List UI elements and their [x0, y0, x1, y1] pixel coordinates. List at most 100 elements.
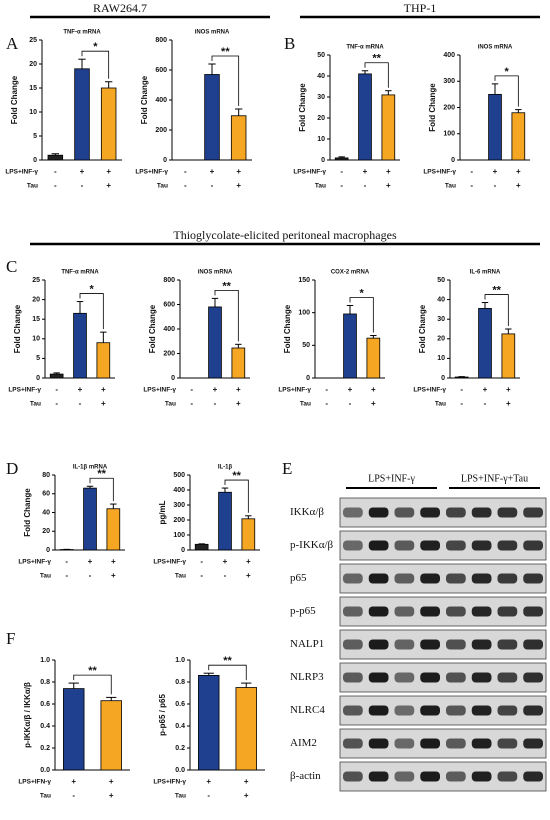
condition-label: Tau: [445, 183, 456, 190]
blot-band: [420, 507, 440, 518]
blot-band: [497, 606, 518, 617]
significance-bracket: [208, 664, 247, 681]
condition-mark: +: [210, 167, 215, 176]
condition-mark: -: [494, 181, 497, 190]
significance-bracket: [89, 477, 114, 502]
y-tick-label: 20: [29, 61, 37, 68]
blot-band: [394, 738, 415, 749]
bar: [194, 543, 209, 551]
blot-label: AIM2: [290, 737, 317, 749]
y-axis-label: Fold Change: [10, 75, 19, 124]
y-tick-label: 0.6: [175, 701, 185, 708]
blot-label: p-IKKα/β: [290, 539, 334, 551]
blot-band: [446, 540, 466, 551]
significance-label: **: [232, 470, 241, 482]
condition-label: LPS+INF-γ: [5, 169, 38, 176]
significance-label: **: [97, 468, 106, 480]
significance-bracket: [214, 289, 239, 342]
blot-band: [497, 507, 518, 518]
condition-mark: -: [460, 385, 463, 394]
significance-label: **: [222, 280, 231, 292]
blot-band: [394, 540, 415, 551]
blot-label: β-actin: [290, 770, 321, 782]
condition-mark: -: [184, 181, 187, 190]
bar: [241, 518, 256, 551]
y-tick-label: 200: [173, 517, 185, 524]
y-tick-label: 40: [42, 509, 50, 516]
y-tick-label: 800: [155, 37, 167, 44]
condition-mark: -: [364, 181, 367, 190]
blot-band: [523, 672, 543, 683]
significance-label: *: [505, 66, 510, 78]
y-tick-label: 10: [437, 355, 445, 362]
blot-band: [523, 705, 543, 716]
blot-label: p65: [290, 572, 307, 584]
blot-band: [343, 540, 363, 551]
bar: [100, 87, 117, 161]
bar: [204, 74, 220, 161]
condition-mark: -: [484, 399, 487, 408]
blot-band: [497, 672, 518, 683]
y-tick-label: 0.0: [40, 767, 50, 774]
y-tick-label: 0.4: [175, 723, 185, 730]
bar: [73, 312, 87, 379]
condition-label: Tau: [40, 793, 51, 800]
condition-label: Tau: [30, 401, 41, 408]
condition-mark: -: [200, 557, 203, 566]
y-axis-label: Fold Change: [13, 304, 22, 353]
blot-band: [394, 606, 415, 617]
condition-mark: +: [106, 181, 111, 190]
y-tick-label: 0: [33, 157, 37, 164]
panel-letter: C: [6, 257, 17, 276]
blot-band: [471, 507, 492, 518]
blot-band: [368, 507, 389, 518]
y-tick-label: 25: [29, 37, 37, 44]
condition-mark: +: [213, 385, 218, 394]
y-tick-label: 500: [173, 472, 185, 479]
condition-mark: +: [246, 571, 251, 580]
header: THP-1: [404, 1, 437, 15]
condition-mark: +: [78, 385, 83, 394]
blot-band: [394, 705, 415, 716]
significance-label: **: [223, 655, 232, 667]
y-tick-label: 50: [437, 277, 445, 284]
blot-band: [523, 606, 543, 617]
condition-mark: +: [206, 777, 211, 786]
y-tick-label: 15: [32, 316, 40, 323]
y-axis-label: Fold Change: [428, 83, 437, 132]
condition-mark: +: [88, 557, 93, 566]
y-tick-label: 1.0: [40, 657, 50, 664]
condition-mark: +: [71, 777, 76, 786]
y-axis-label: Fold Change: [418, 304, 427, 353]
bar: [358, 73, 372, 161]
blot-label: p-p65: [290, 605, 316, 617]
blot-band: [368, 573, 389, 584]
chart-title: TNF-α mRNA: [346, 45, 384, 51]
y-tick-label: 200: [163, 350, 175, 357]
chart-title: TNF-α mRNA: [61, 270, 99, 276]
y-tick-label: 300: [173, 502, 185, 509]
y-axis-label: Fold Change: [148, 304, 157, 353]
blot-band: [343, 705, 363, 716]
blot-band: [471, 639, 492, 650]
bar: [74, 68, 90, 161]
significance-bracket: [494, 75, 519, 107]
y-tick-label: 30: [437, 316, 445, 323]
y-axis-label: Fold Change: [23, 488, 32, 537]
bar: [230, 115, 247, 161]
bar: [334, 157, 349, 161]
bar: [106, 508, 121, 551]
panel-letter: F: [6, 629, 15, 648]
y-tick-label: 0.8: [175, 679, 185, 686]
y-tick-label: 0: [306, 375, 310, 382]
condition-label: LPS+IFN-γ: [18, 779, 51, 786]
blot-band: [446, 771, 466, 782]
condition-mark: -: [340, 167, 343, 176]
blot-band: [420, 540, 440, 551]
condition-mark: -: [224, 571, 227, 580]
y-tick-label: 400: [163, 326, 175, 333]
condition-mark: -: [55, 399, 58, 408]
blot-band: [523, 771, 543, 782]
condition-label: Tau: [175, 573, 186, 580]
bar: [501, 333, 516, 379]
